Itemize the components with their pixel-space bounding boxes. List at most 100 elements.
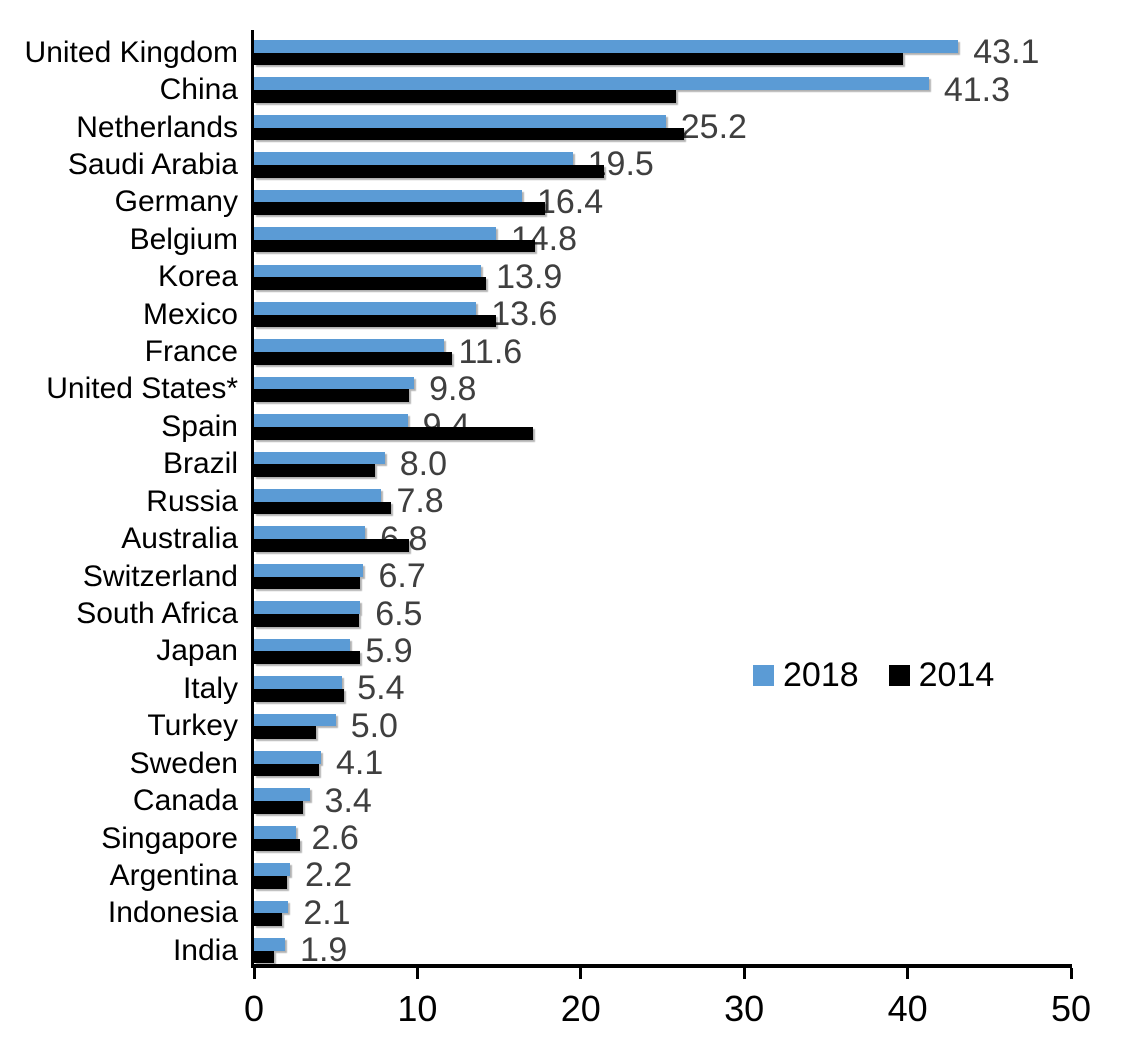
bar-2018 [254,788,310,802]
category-row: Sweden 4.1 [0,744,1123,783]
category-label: Saudi Arabia [67,147,238,181]
value-label: 41.3 [943,70,1011,109]
bar-2014 [254,801,304,814]
category-label: France [144,335,238,369]
value-label: 6.5 [375,594,423,633]
category-label: Turkey [147,709,238,743]
category-label: South Africa [76,597,238,630]
bar-2018 [254,40,959,53]
bar-2018 [254,227,496,240]
bar-2014 [254,950,274,964]
category-row: Spain9.4 [0,407,1123,445]
bar-2014 [254,913,282,927]
bar-2018 [254,414,408,427]
category-row: Germany 16.4 [0,182,1123,221]
legend-swatch-2018-icon [753,665,774,686]
legend: 2018 2014 [753,656,994,695]
value-label: 6.7 [378,557,426,596]
bar-2014 [254,164,604,178]
bar-2014 [254,613,359,627]
x-axis-tick [252,968,256,979]
value-label: 25.2 [680,108,747,147]
value-label: 2.6 [311,819,359,858]
category-row: Brazil 8.0 [0,444,1123,483]
bar-2018 [254,451,385,465]
x-axis-tick-label: 40 [887,988,928,1029]
x-axis-tick [1069,968,1073,979]
category-label: Netherlands [76,110,238,144]
category-row: Australia6.8 [0,520,1123,558]
bar-2014 [254,314,496,328]
bar-2018 [254,189,522,203]
bar-2018 [254,376,415,390]
x-axis-line [251,964,1072,968]
bar-2018 [254,526,366,540]
bar-2014 [254,426,534,440]
bar-2018 [254,938,286,951]
bar-2014 [254,464,375,477]
bar-2014 [254,501,392,515]
value-label: 8.0 [399,444,447,483]
bar-2014 [254,875,287,889]
category-row: China 41.3 [0,70,1123,109]
bar-2018 [254,77,929,91]
bar-2018 [254,114,666,128]
category-row: United Kingdom 43.1 [0,33,1123,72]
bar-2018 [254,713,336,727]
category-label: Singapore [101,821,238,855]
bar-2014 [254,202,545,216]
category-label: China [159,73,238,107]
category-label: Korea [157,260,238,294]
category-row: South Africa 6.5 [0,594,1123,633]
category-row: Mexico 13.6 [0,295,1123,334]
category-label: Argentina [109,858,238,892]
bar-2018 [254,264,482,278]
category-label: United Kingdom [24,35,238,69]
value-label: 7.8 [396,482,444,521]
value-label: 9.8 [429,369,477,408]
bar-2014 [254,576,361,590]
value-label: 3.4 [324,781,372,820]
bar-2014 [254,277,487,290]
bar-2014 [254,688,344,702]
category-row: United States* 9.8 [0,369,1123,408]
category-row: Italy 5.4 [0,669,1123,707]
bar-2014 [254,52,903,66]
value-label: 16.4 [536,182,604,221]
bar-2018 [254,339,444,353]
category-row: Switzerland 6.7 [0,557,1123,596]
y-axis-line [251,30,254,968]
x-axis-tick [742,968,746,979]
category-label: Japan [156,634,238,668]
bar-2014 [254,352,452,365]
category-label: Sweden [129,746,238,780]
category-row: Netherlands 25.2 [0,108,1123,147]
bar-2014 [254,539,410,552]
category-row: France 11.6 [0,332,1123,371]
bar-2018 [254,676,343,689]
x-axis-tick-label: 0 [243,988,265,1029]
value-label: 4.1 [335,744,384,783]
category-row: Russia 7.8 [0,482,1123,521]
value-label: 11.6 [458,332,523,371]
category-label: Australia [121,522,238,556]
bar-2018 [254,863,290,876]
category-row: Belgium 14.8 [0,220,1123,258]
bar-2014 [254,838,300,852]
category-row: Turkey 5.0 [0,706,1123,745]
legend-item-2014: 2014 [888,656,994,695]
x-axis-tick-label: 10 [397,988,438,1029]
category-row: Argentina 2.2 [0,856,1123,894]
bar-2014 [254,726,317,739]
category-label: Belgium [129,222,238,256]
bar-2018 [254,750,321,764]
value-label: 13.6 [491,295,558,334]
value-label: 1.9 [300,931,348,970]
bar-2014 [254,127,684,141]
bar-2018 [254,900,289,914]
value-label: 43.1 [973,33,1040,72]
category-label: United States* [46,372,238,406]
category-label: Italy [182,671,238,705]
value-label: 5.0 [350,706,398,745]
